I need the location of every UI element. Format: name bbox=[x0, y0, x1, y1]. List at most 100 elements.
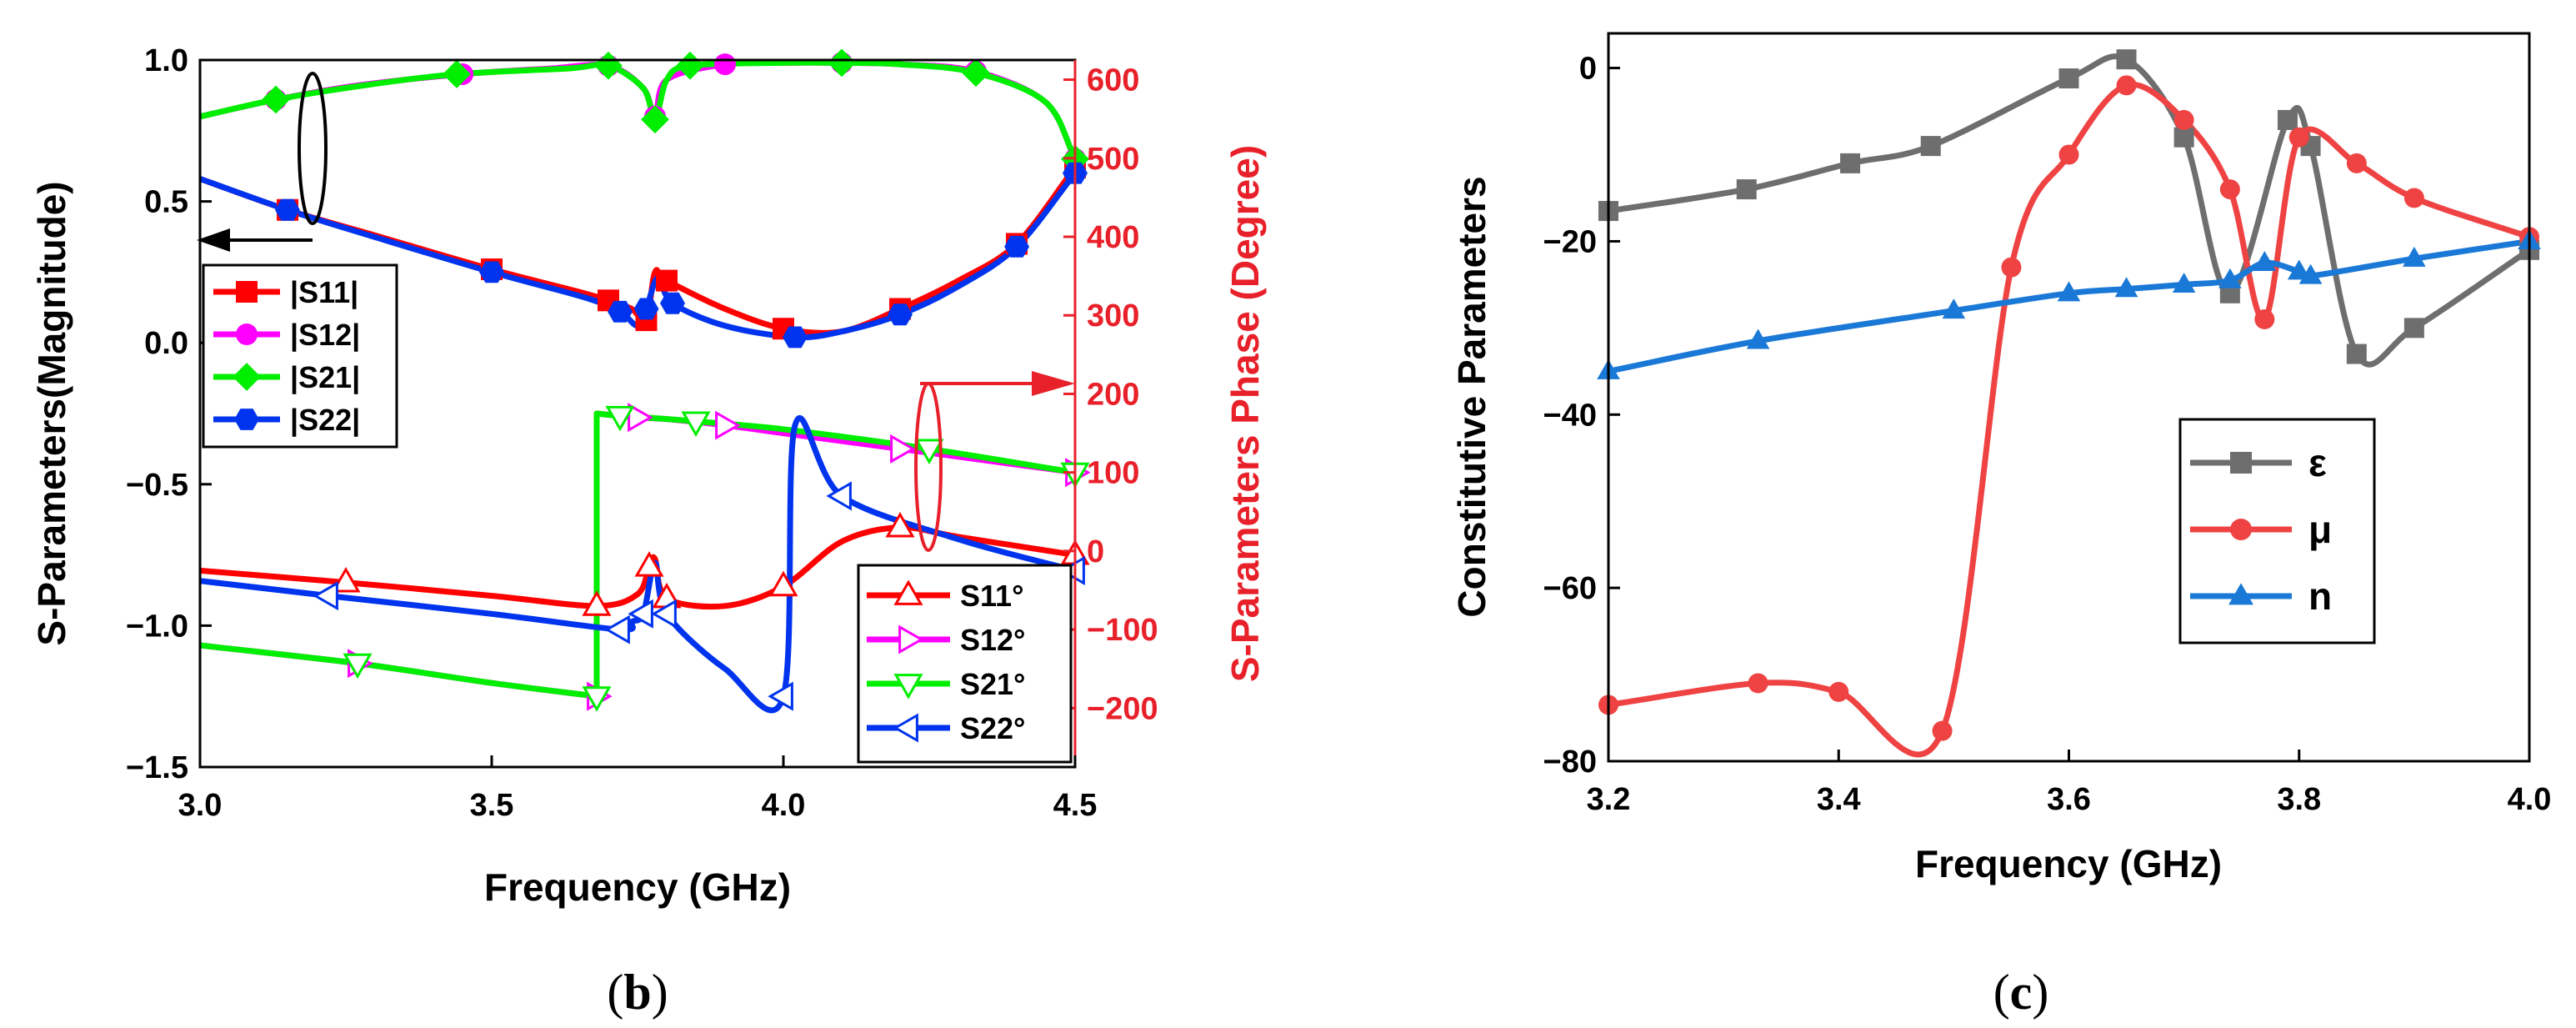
constitutive-point-n bbox=[2218, 268, 2242, 288]
magnitude-ellipse-annotation bbox=[298, 72, 328, 225]
constitutive-point-series bbox=[1932, 720, 1953, 741]
phase-point-s21 bbox=[914, 439, 944, 465]
panel-b-y2-tick-label: −100 bbox=[1087, 613, 1158, 648]
magnitude-legend-label-s12: |S12| bbox=[290, 318, 360, 353]
constitutive-point-series bbox=[2001, 257, 2022, 278]
constitutive-legend-label-1: μ bbox=[2308, 508, 2332, 551]
panel-c-x-tick-label: 3.2 bbox=[1587, 782, 1631, 817]
panel-b-caption-letter: b bbox=[623, 965, 651, 1020]
constitutive-point-n bbox=[2172, 272, 2196, 293]
phase-legend-marker-s12 bbox=[898, 624, 924, 654]
phase-point-s21 bbox=[343, 653, 373, 679]
magnitude-legend-marker-s22 bbox=[234, 409, 259, 430]
magnitude-point-s21 bbox=[641, 105, 669, 134]
constitutive-legend-label-0: ε bbox=[2308, 441, 2327, 484]
panel-c-y-tick-label: −60 bbox=[1543, 571, 1597, 606]
phase-point-s21 bbox=[681, 411, 711, 438]
phase-ellipse-annotation bbox=[914, 382, 943, 552]
magnitude-arrow-head bbox=[197, 228, 230, 252]
panel-c-y-tick-label: −20 bbox=[1543, 224, 1597, 259]
phase-point-s12 bbox=[715, 410, 741, 440]
phase-point-s22 bbox=[604, 614, 630, 644]
constitutive-point-series bbox=[1828, 681, 1849, 702]
panel-b-x-tick-label: 3.0 bbox=[178, 788, 223, 823]
phase-point-s21 bbox=[582, 686, 612, 712]
panel-c-x-tick-label: 3.4 bbox=[1817, 782, 1861, 817]
constitutive-point-series bbox=[2403, 188, 2424, 208]
magnitude-point-s22 bbox=[479, 261, 504, 283]
phase-point-s11 bbox=[768, 570, 798, 597]
constitutive-point-series bbox=[2219, 179, 2240, 200]
magnitude-legend-label-s11: |S11| bbox=[290, 275, 358, 310]
phase-point-s21 bbox=[605, 405, 635, 432]
constitutive-point-series bbox=[2116, 49, 2137, 70]
constitutive-point-series bbox=[2288, 127, 2309, 148]
constitutive-point-n bbox=[1942, 298, 1966, 319]
panel-b-y2-tick-label: 300 bbox=[1087, 298, 1139, 333]
constitutive-point-n bbox=[2403, 246, 2426, 267]
constitutive-point-series bbox=[2346, 153, 2367, 173]
phase-point-s12 bbox=[628, 403, 653, 433]
constitutive-legend-marker-1 bbox=[2230, 519, 2252, 540]
magnitude-point-s22 bbox=[275, 198, 300, 221]
phase-point-s22 bbox=[768, 681, 793, 711]
constitutive-point-n bbox=[2298, 263, 2323, 284]
magnitude-point-s22 bbox=[1004, 235, 1029, 258]
constitutive-point-series bbox=[1748, 673, 1768, 694]
panel-b-x-tick-label: 3.5 bbox=[470, 788, 514, 823]
panel-c-plot-frame bbox=[1607, 32, 2531, 763]
panel-c-chart: 3.2 3.4 3.6 3.8 4.0 −80 −60 −40 −20 0 εμn Freque… bbox=[1450, 32, 2551, 1020]
panel-b-chart: 3.0 3.5 4.0 4.5 −1.5 −1.0 −0.5 0.0 0.5 1.0 −200 −… bbox=[30, 43, 1267, 1020]
panel-c-caption: (c) bbox=[1993, 965, 2049, 1020]
constitutive-point-series bbox=[2058, 144, 2079, 165]
panel-c-x-axis-label: Frequency (GHz) bbox=[1915, 842, 2222, 885]
magnitude-point-s21 bbox=[594, 51, 623, 80]
constitutive-point-series bbox=[2277, 109, 2298, 130]
magnitude-point-s11 bbox=[656, 269, 678, 292]
phase-point-s11 bbox=[582, 590, 612, 616]
constitutive-point-n bbox=[2057, 281, 2081, 302]
panel-b-y2-tick-label: 600 bbox=[1087, 63, 1139, 98]
magnitude-point-s21 bbox=[676, 51, 704, 80]
phase-legend-label-s21: S21° bbox=[960, 667, 1025, 701]
constitutive-point-series bbox=[2346, 344, 2367, 364]
phase-legend-label-s12: S12° bbox=[960, 623, 1025, 657]
magnitude-point-s21 bbox=[962, 58, 990, 88]
magnitude-point-s12 bbox=[714, 53, 736, 76]
constitutive-point-n bbox=[1746, 328, 1770, 349]
panel-c-y-tick-label: −40 bbox=[1543, 398, 1597, 433]
panel-c-y-tick-label: 0 bbox=[1579, 52, 1597, 87]
panel-c-x-tick-label: 3.6 bbox=[2047, 782, 2091, 817]
panel-c-y-tick-label: −80 bbox=[1543, 745, 1597, 780]
panel-b-y-tick-label: 1.0 bbox=[144, 43, 188, 78]
panel-b-caption: (b) bbox=[607, 965, 668, 1020]
panel-b-x-axis-label: Frequency (GHz) bbox=[484, 865, 791, 909]
constitutive-legend-label-2: n bbox=[2308, 574, 2332, 618]
panel-b-x-tick-label: 4.0 bbox=[762, 788, 806, 823]
panel-c-x-tick-label: 3.8 bbox=[2277, 782, 2321, 817]
panel-b-y2-tick-label: 0 bbox=[1087, 534, 1104, 569]
phase-point-s22 bbox=[313, 581, 338, 611]
panel-b-y2-tick-label: 200 bbox=[1087, 377, 1139, 412]
panel-b-y-tick-label: −1.5 bbox=[126, 750, 188, 785]
panel-b-y2-axis-label: S-Parameters Phase (Degree) bbox=[1223, 145, 1267, 682]
phase-legend-marker-s22 bbox=[893, 713, 918, 743]
magnitude-point-s21 bbox=[262, 85, 290, 114]
magnitude-line-s21 bbox=[199, 59, 1078, 161]
magnitude-legend-label-s22: |S22| bbox=[290, 403, 360, 438]
phase-point-s22 bbox=[651, 599, 677, 629]
magnitude-line-s12 bbox=[199, 59, 1078, 161]
magnitude-point-s21 bbox=[443, 60, 471, 88]
constitutive-point-n bbox=[2114, 277, 2138, 298]
panel-b-y2-tick-label: 400 bbox=[1087, 220, 1139, 255]
panel-b-y-tick-label: −1.0 bbox=[126, 609, 188, 644]
constitutive-point-series bbox=[2173, 127, 2194, 148]
magnitude-point-s22 bbox=[888, 303, 913, 326]
phase-arrow-head bbox=[1032, 371, 1075, 396]
panel-c-caption-letter: c bbox=[2010, 965, 2033, 1020]
panel-b-x-tick-label: 4.5 bbox=[1053, 788, 1098, 823]
panel-b-y2-tick-label: −200 bbox=[1087, 691, 1158, 726]
magnitude-legend: |S11| |S12| |S21| |S22| bbox=[202, 263, 398, 449]
constitutive-point-series bbox=[2173, 109, 2194, 130]
phase-legend-marker-s11 bbox=[893, 579, 923, 605]
